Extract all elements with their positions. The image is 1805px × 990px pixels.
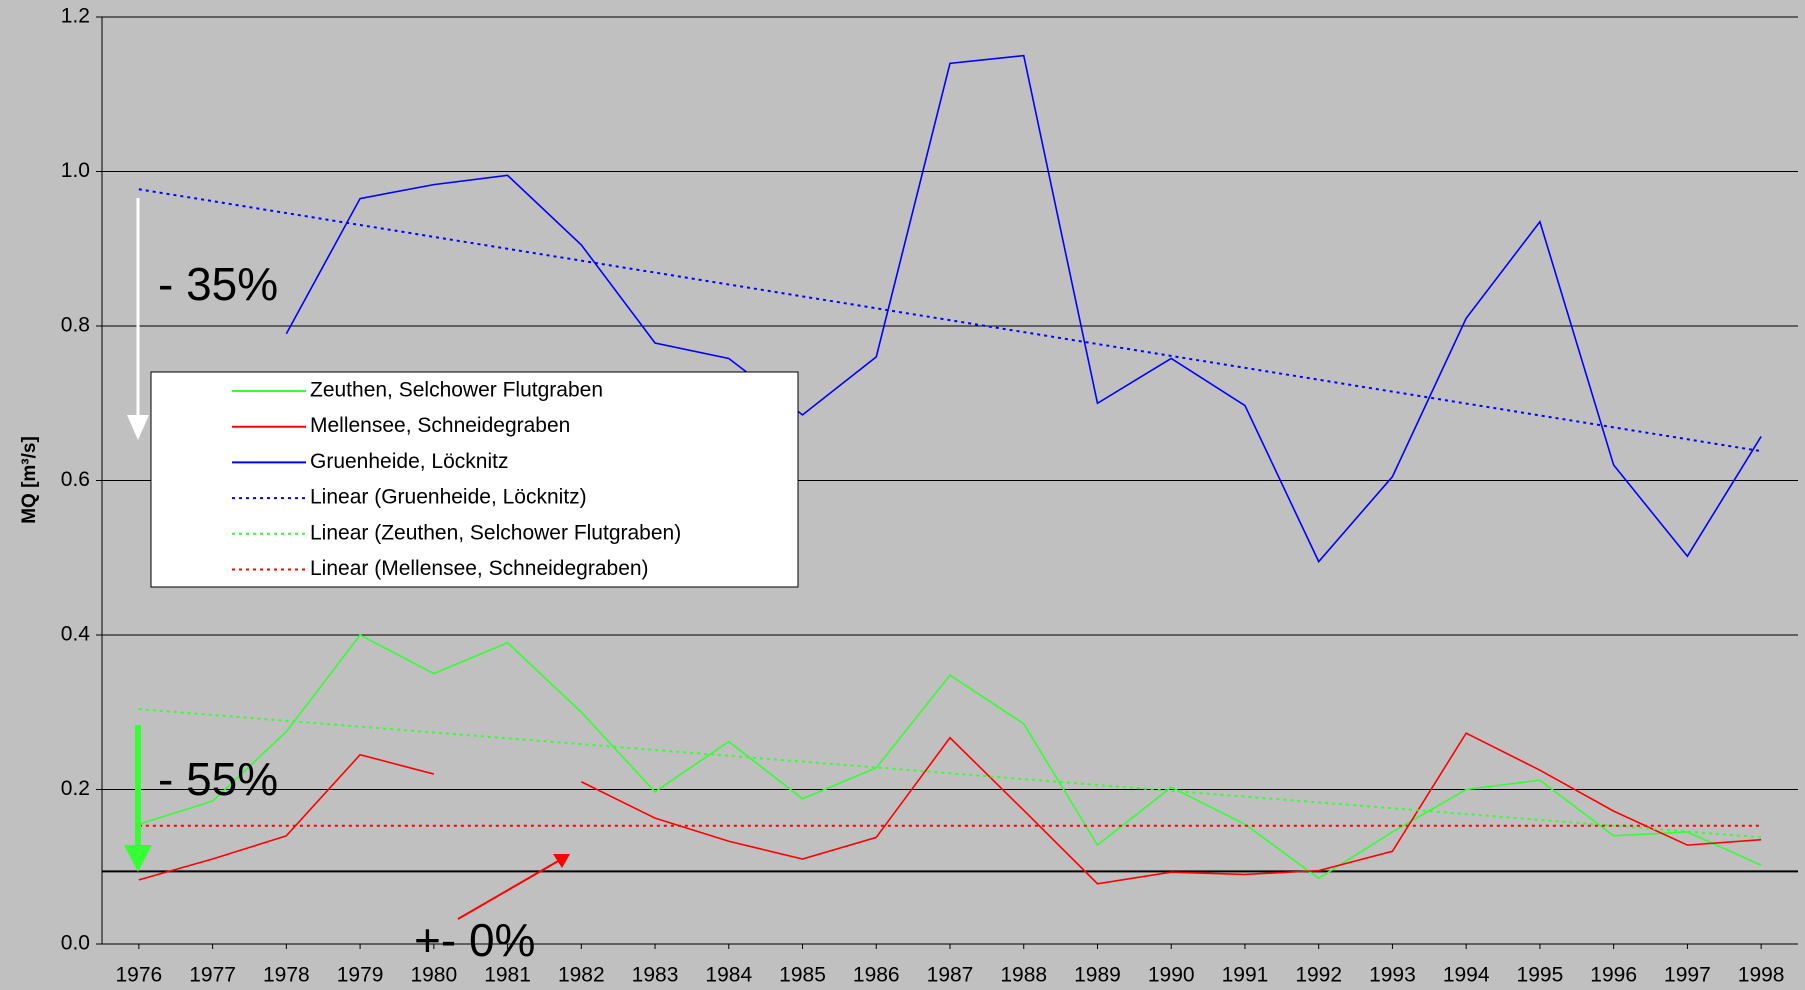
x-tick-label: 1976 [116, 964, 163, 987]
x-tick-label: 1998 [1738, 964, 1785, 987]
y-tick-label: 1.2 [61, 5, 90, 28]
annotation: - 35% [158, 258, 278, 310]
legend-label: Linear (Mellensee, Schneidegraben) [310, 557, 649, 580]
trend-line [138, 708, 1762, 839]
legend-box [150, 371, 799, 588]
x-tick-label: 1977 [189, 964, 236, 987]
annotation: +- 0% [414, 914, 535, 966]
x-tick-label: 1995 [1517, 964, 1564, 987]
y-tick-label: 0.6 [61, 468, 90, 491]
legend-label: Linear (Zeuthen, Selchower Flutgraben) [310, 521, 681, 544]
x-tick-label: 1979 [337, 964, 384, 987]
x-tick-label: 1978 [263, 964, 310, 987]
x-tick-label: 1982 [558, 964, 605, 987]
x-tick-label: 1991 [1222, 964, 1269, 987]
x-tick-label: 1992 [1295, 964, 1342, 987]
x-tick-label: 1993 [1369, 964, 1416, 987]
x-tick-label: 1983 [632, 964, 679, 987]
x-tick-label: 1996 [1590, 964, 1637, 987]
series-line [285, 54, 1762, 564]
x-tick-label: 1994 [1443, 964, 1490, 987]
annotation: - 55% [158, 753, 278, 805]
x-tick-label: 1986 [853, 964, 900, 987]
y-axis-title: MQ [m³/s] [19, 436, 40, 524]
series-line [138, 633, 1762, 880]
y-tick-label: 1.0 [61, 159, 90, 182]
y-tick-label: 0.0 [61, 932, 90, 955]
x-tick-label: 1990 [1148, 964, 1195, 987]
arrow-head [127, 415, 149, 440]
y-tick-label: 0.2 [61, 777, 90, 800]
series-line [138, 732, 1762, 885]
x-tick-label: 1988 [1000, 964, 1047, 987]
arrow-head [124, 845, 152, 872]
x-tick-label: 1989 [1074, 964, 1121, 987]
legend-label: Zeuthen, Selchower Flutgraben [310, 379, 603, 402]
y-tick-label: 0.4 [61, 623, 91, 646]
x-tick-label: 1981 [484, 964, 531, 987]
legend: Zeuthen, Selchower Flutgraben Mellensee, … [150, 371, 799, 588]
arrow-head [553, 854, 570, 868]
x-tick-label: 1984 [705, 964, 752, 987]
x-tick-label: 1987 [927, 964, 974, 987]
plot-area: 0.0 0.2 0.4 0.6 0.8 1.0 1.2 1976 1977 1978 1979 198… [61, 5, 1798, 987]
x-tick-label: 1997 [1664, 964, 1711, 987]
y-tick-label: 0.8 [61, 314, 90, 337]
legend-label: Gruenheide, Löcknitz [310, 450, 508, 473]
legend-label: Mellensee, Schneidegraben [310, 414, 570, 437]
legend-label: Linear (Gruenheide, Löcknitz) [310, 486, 587, 509]
annotation-arrow [457, 859, 561, 920]
trend-line [138, 188, 1762, 453]
x-tick-label: 1985 [779, 964, 826, 987]
x-tick-label: 1980 [410, 964, 457, 987]
